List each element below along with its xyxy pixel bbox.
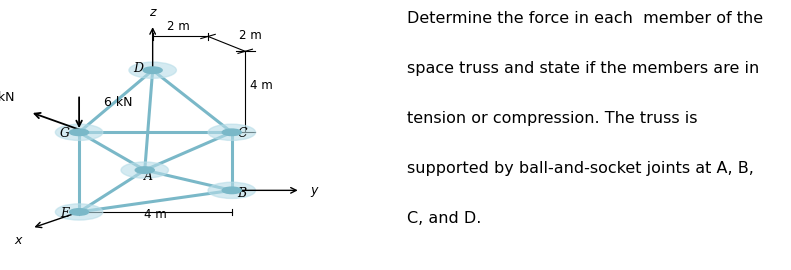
- Circle shape: [55, 204, 103, 220]
- Circle shape: [208, 182, 255, 198]
- Text: tension or compression. The truss is: tension or compression. The truss is: [407, 111, 698, 126]
- Circle shape: [208, 124, 255, 140]
- Text: 2 m: 2 m: [167, 20, 189, 33]
- Circle shape: [222, 187, 241, 194]
- Text: D: D: [134, 62, 143, 75]
- Circle shape: [143, 67, 162, 73]
- Text: C: C: [237, 127, 247, 140]
- Text: E: E: [60, 207, 70, 220]
- Text: z: z: [149, 6, 156, 19]
- Text: space truss and state if the members are in: space truss and state if the members are…: [407, 61, 759, 76]
- Circle shape: [129, 62, 176, 78]
- Text: 6 kN: 6 kN: [104, 96, 133, 109]
- Text: y: y: [310, 184, 317, 197]
- Text: B: B: [237, 187, 247, 200]
- Text: Determine the force in each  member of the: Determine the force in each member of th…: [407, 11, 763, 26]
- Circle shape: [70, 209, 89, 215]
- Circle shape: [222, 129, 241, 136]
- Text: G: G: [60, 127, 70, 140]
- Text: x: x: [15, 234, 22, 247]
- Text: 2 m: 2 m: [239, 29, 261, 42]
- Text: C, and D.: C, and D.: [407, 211, 482, 226]
- Text: supported by ball-and-socket joints at A, B,: supported by ball-and-socket joints at A…: [407, 161, 755, 176]
- Circle shape: [135, 167, 154, 173]
- Circle shape: [70, 129, 89, 136]
- Circle shape: [55, 124, 103, 140]
- Circle shape: [121, 162, 168, 178]
- Text: 4 kN: 4 kN: [0, 91, 14, 104]
- Text: A: A: [144, 170, 153, 183]
- Text: 4 m: 4 m: [250, 79, 272, 92]
- Text: 4 m: 4 m: [144, 208, 166, 221]
